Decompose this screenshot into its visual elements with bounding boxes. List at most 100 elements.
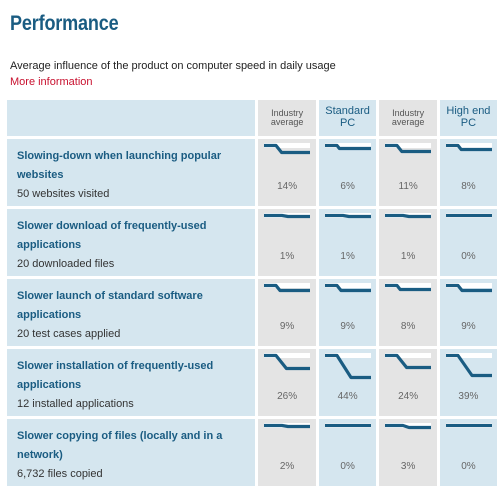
sparkline-baseline-band bbox=[445, 353, 492, 358]
slowdown-percentage: 39% bbox=[458, 391, 479, 402]
slowdown-percentage: 1% bbox=[400, 251, 416, 262]
slowdown-sparkline bbox=[445, 423, 492, 428]
row-label-cell: Slower copying of files (locally and in … bbox=[7, 419, 256, 486]
slowdown-percentage: 1% bbox=[279, 251, 295, 262]
slowdown-sparkline bbox=[445, 213, 492, 218]
slowdown-sparkline bbox=[264, 213, 311, 219]
value-cell: 9% bbox=[439, 279, 497, 346]
value-cell: 9% bbox=[318, 279, 377, 346]
slowdown-sparkline bbox=[324, 213, 371, 219]
slowdown-percentage: 44% bbox=[337, 391, 358, 402]
page-title: Performance bbox=[10, 12, 119, 35]
slowdown-sparkline bbox=[264, 283, 311, 293]
value-cell: 2% bbox=[258, 419, 316, 486]
sparkline-path bbox=[445, 353, 492, 378]
sparkline-baseline-band bbox=[324, 143, 371, 148]
sparkline-path bbox=[264, 283, 311, 293]
page-subtitle: Average influence of the product on comp… bbox=[10, 60, 336, 72]
slowdown-sparkline bbox=[445, 283, 492, 293]
row-title: Slower installation of frequently-used a… bbox=[17, 360, 214, 391]
performance-table: Industry average Standard PC Industry av… bbox=[4, 97, 500, 489]
table-row: Slower launch of standard software appli… bbox=[7, 279, 497, 346]
slowdown-percentage: 9% bbox=[279, 321, 295, 332]
slowdown-sparkline bbox=[264, 423, 311, 429]
sparkline-path bbox=[385, 423, 432, 430]
value-cell: 14% bbox=[258, 139, 316, 206]
sparkline-path bbox=[385, 283, 432, 292]
value-cell: 24% bbox=[379, 349, 437, 416]
slowdown-percentage: 6% bbox=[340, 181, 355, 192]
row-subtitle: 20 downloaded files bbox=[17, 258, 115, 270]
sparkline-path bbox=[445, 143, 492, 152]
slowdown-sparkline bbox=[445, 143, 492, 152]
table-row: Slower download of frequently-used appli… bbox=[7, 209, 497, 276]
slowdown-sparkline bbox=[324, 353, 371, 380]
row-subtitle: 12 installed applications bbox=[17, 398, 134, 410]
row-subtitle: 20 test cases applied bbox=[17, 328, 121, 340]
sparkline-baseline-band bbox=[385, 283, 432, 288]
more-information-link[interactable]: More information bbox=[10, 76, 93, 88]
sparkline-baseline-band bbox=[445, 143, 492, 148]
slowdown-sparkline bbox=[324, 423, 371, 428]
value-cell: 0% bbox=[439, 209, 497, 276]
row-title: Slowing-down when launching popular webs… bbox=[17, 150, 222, 181]
value-cell: 39% bbox=[439, 349, 497, 416]
value-cell: 6% bbox=[318, 139, 377, 206]
sparkline-baseline-band bbox=[385, 143, 432, 148]
row-label-cell: Slowing-down when launching popular webs… bbox=[7, 139, 256, 206]
slowdown-sparkline bbox=[385, 283, 432, 292]
slowdown-sparkline bbox=[324, 283, 371, 293]
sparkline-baseline-band bbox=[324, 353, 371, 358]
slowdown-percentage: 1% bbox=[340, 251, 355, 262]
slowdown-percentage: 26% bbox=[277, 391, 298, 402]
row-label-cell: Slower installation of frequently-used a… bbox=[7, 349, 256, 416]
value-cell: 0% bbox=[318, 419, 377, 486]
sparkline-path bbox=[385, 143, 432, 154]
slowdown-percentage: 11% bbox=[398, 181, 418, 192]
sparkline-path bbox=[264, 423, 311, 429]
slowdown-percentage: 9% bbox=[461, 321, 476, 332]
value-cell: 26% bbox=[258, 349, 316, 416]
row-label-cell: Slower download of frequently-used appli… bbox=[7, 209, 256, 276]
sparkline-path bbox=[264, 143, 311, 155]
slowdown-sparkline bbox=[385, 213, 432, 219]
sparkline-path bbox=[264, 353, 311, 371]
value-cell: 1% bbox=[379, 209, 437, 276]
sparkline-path bbox=[445, 283, 492, 293]
row-label-cell: Slower launch of standard software appli… bbox=[7, 279, 256, 346]
value-cell: 1% bbox=[318, 209, 377, 276]
value-cell: 8% bbox=[439, 139, 497, 206]
slowdown-sparkline bbox=[385, 143, 432, 154]
sparkline-baseline-band bbox=[264, 143, 311, 148]
slowdown-sparkline bbox=[324, 143, 371, 151]
value-cell: 1% bbox=[258, 209, 316, 276]
column-header-high-end-pc: High end PC bbox=[439, 100, 497, 136]
table-row: Slowing-down when launching popular webs… bbox=[7, 139, 497, 206]
sparkline-path bbox=[385, 213, 432, 219]
slowdown-percentage: 0% bbox=[461, 461, 476, 472]
value-cell: 44% bbox=[318, 349, 377, 416]
row-title: Slower copying of files (locally and in … bbox=[17, 430, 223, 461]
sparkline-baseline-band bbox=[264, 283, 311, 288]
slowdown-percentage: 24% bbox=[398, 391, 419, 402]
header-corner bbox=[7, 100, 256, 136]
sparkline-baseline-band bbox=[324, 283, 371, 288]
column-header-standard-pc: Standard PC bbox=[318, 100, 377, 136]
row-title: Slower launch of standard software appli… bbox=[17, 290, 203, 321]
slowdown-sparkline bbox=[385, 353, 432, 370]
sparkline-path bbox=[324, 143, 371, 151]
value-cell: 0% bbox=[439, 419, 497, 486]
sparkline-path bbox=[324, 283, 371, 293]
row-subtitle: 6,732 files copied bbox=[17, 468, 103, 480]
row-subtitle: 50 websites visited bbox=[17, 188, 110, 200]
value-cell: 8% bbox=[379, 279, 437, 346]
column-header-industry-average-1: Industry average bbox=[258, 100, 316, 136]
sparkline-baseline-band bbox=[264, 353, 311, 358]
slowdown-sparkline bbox=[264, 353, 311, 371]
slowdown-percentage: 14% bbox=[277, 181, 298, 192]
column-header-industry-average-2: Industry average bbox=[379, 100, 437, 136]
slowdown-sparkline bbox=[385, 423, 432, 430]
sparkline-baseline-band bbox=[385, 353, 432, 358]
value-cell: 11% bbox=[379, 139, 437, 206]
slowdown-sparkline bbox=[445, 353, 492, 378]
